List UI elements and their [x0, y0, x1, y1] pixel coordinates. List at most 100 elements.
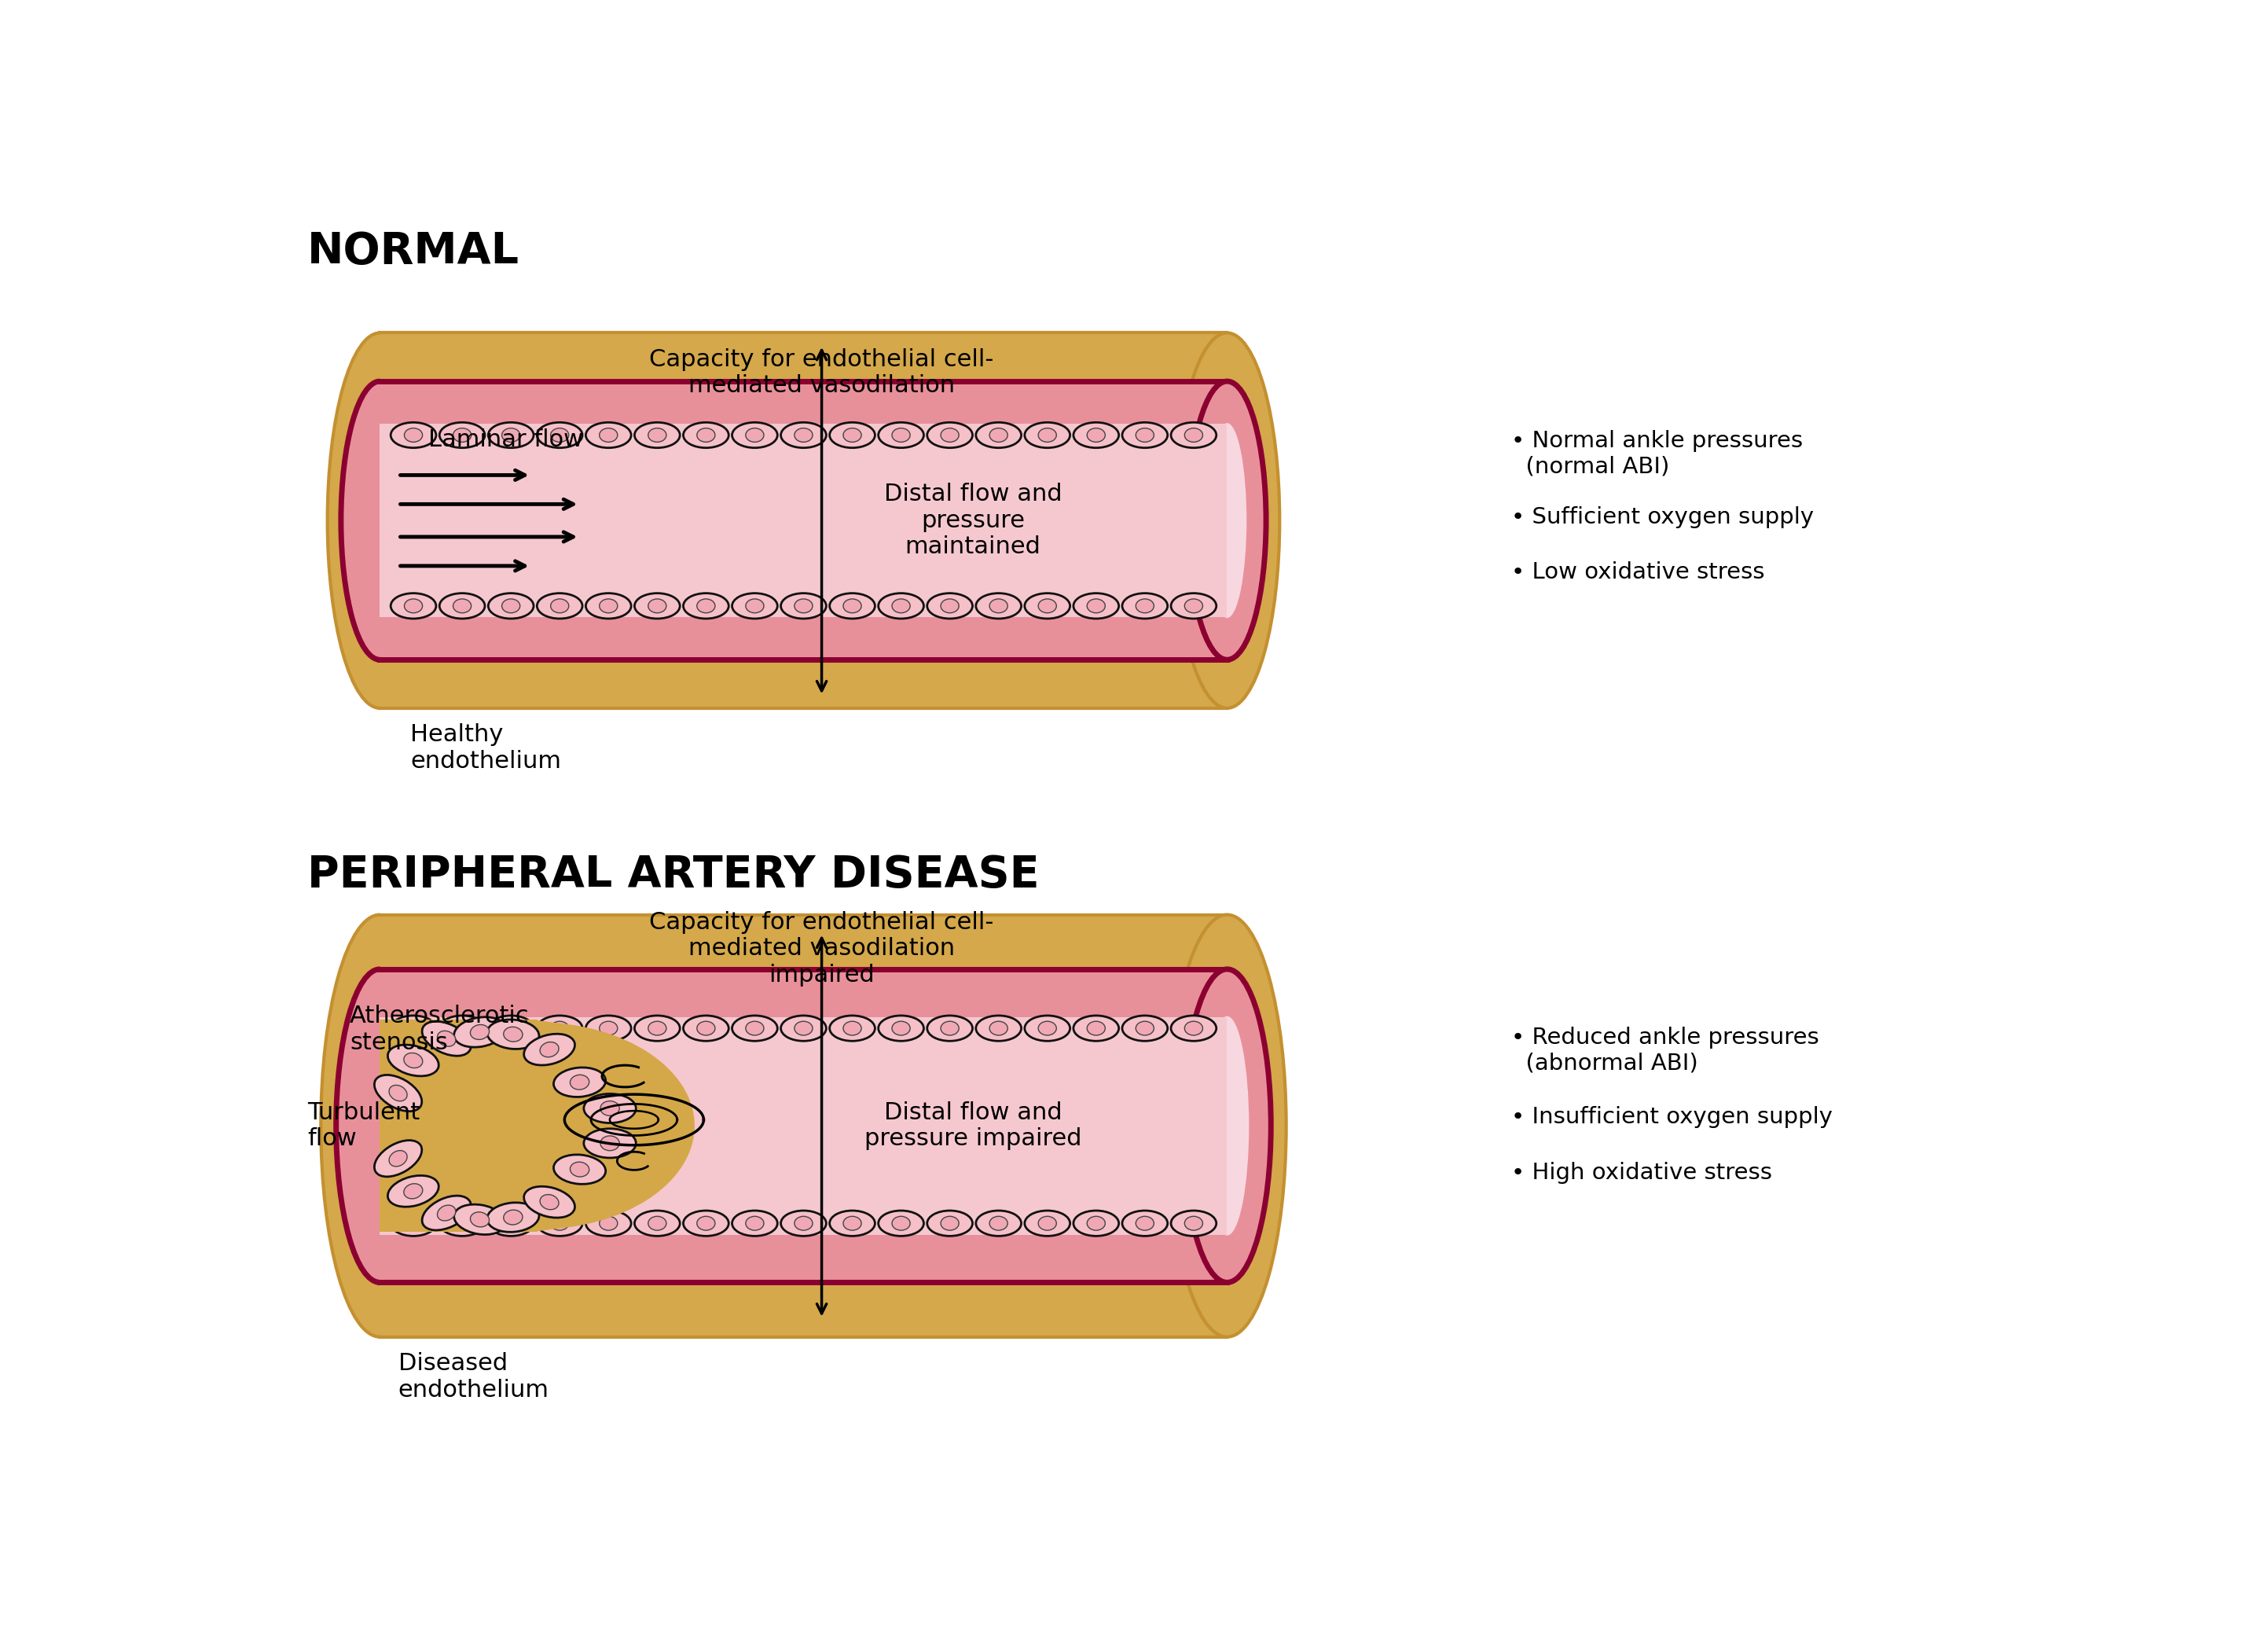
Ellipse shape	[388, 1175, 438, 1206]
Text: • Sufficient oxygen supply: • Sufficient oxygen supply	[1510, 506, 1814, 528]
Ellipse shape	[488, 1016, 533, 1041]
Ellipse shape	[830, 423, 875, 447]
Text: Turbulent
flow: Turbulent flow	[308, 1101, 420, 1151]
Ellipse shape	[488, 1203, 540, 1233]
Ellipse shape	[440, 1016, 485, 1041]
Ellipse shape	[649, 428, 667, 443]
Ellipse shape	[381, 1023, 694, 1229]
Ellipse shape	[569, 1075, 590, 1090]
Ellipse shape	[635, 593, 680, 618]
Ellipse shape	[488, 593, 533, 618]
Ellipse shape	[1184, 1021, 1202, 1036]
Text: • High oxidative stress: • High oxidative stress	[1510, 1162, 1771, 1183]
Ellipse shape	[1207, 423, 1247, 618]
Ellipse shape	[1073, 593, 1118, 618]
Ellipse shape	[390, 423, 435, 447]
Text: • Reduced ankle pressures
  (abnormal ABI): • Reduced ankle pressures (abnormal ABI)	[1510, 1026, 1819, 1074]
Ellipse shape	[844, 1216, 862, 1231]
Ellipse shape	[649, 1216, 667, 1231]
Ellipse shape	[941, 1216, 959, 1231]
Ellipse shape	[844, 1021, 862, 1036]
Ellipse shape	[569, 1162, 590, 1177]
Ellipse shape	[599, 428, 617, 443]
Ellipse shape	[1195, 978, 1259, 1274]
Ellipse shape	[1184, 1216, 1202, 1231]
Ellipse shape	[635, 1211, 680, 1236]
Ellipse shape	[928, 593, 973, 618]
Ellipse shape	[780, 1016, 826, 1041]
Ellipse shape	[878, 1211, 923, 1236]
Ellipse shape	[844, 428, 862, 443]
Ellipse shape	[780, 423, 826, 447]
Ellipse shape	[989, 598, 1007, 613]
Ellipse shape	[320, 915, 440, 1337]
Ellipse shape	[390, 593, 435, 618]
Polygon shape	[381, 423, 1227, 618]
Ellipse shape	[1170, 423, 1216, 447]
Ellipse shape	[975, 593, 1021, 618]
Text: Distal flow and
pressure
maintained: Distal flow and pressure maintained	[885, 484, 1061, 559]
Ellipse shape	[1073, 1211, 1118, 1236]
Ellipse shape	[440, 423, 485, 447]
Ellipse shape	[390, 1085, 408, 1101]
Ellipse shape	[524, 1034, 574, 1065]
Ellipse shape	[454, 1205, 506, 1234]
Ellipse shape	[1039, 1021, 1057, 1036]
Polygon shape	[381, 1019, 538, 1233]
Ellipse shape	[454, 1018, 506, 1047]
Ellipse shape	[501, 598, 519, 613]
Ellipse shape	[696, 1021, 714, 1036]
Ellipse shape	[538, 1211, 583, 1236]
Ellipse shape	[540, 1195, 558, 1210]
Ellipse shape	[501, 1021, 519, 1036]
Ellipse shape	[585, 593, 631, 618]
Ellipse shape	[438, 1205, 456, 1221]
Ellipse shape	[488, 1211, 533, 1236]
Ellipse shape	[1184, 969, 1270, 1282]
Ellipse shape	[583, 1129, 635, 1157]
Ellipse shape	[1025, 1016, 1070, 1041]
Ellipse shape	[1198, 388, 1256, 652]
Text: • Normal ankle pressures
  (normal ABI): • Normal ankle pressures (normal ABI)	[1510, 429, 1803, 477]
Ellipse shape	[390, 1151, 408, 1167]
Ellipse shape	[878, 1016, 923, 1041]
Ellipse shape	[928, 1016, 973, 1041]
Ellipse shape	[1170, 593, 1216, 618]
Ellipse shape	[599, 598, 617, 613]
Ellipse shape	[891, 598, 909, 613]
Ellipse shape	[340, 382, 420, 661]
Ellipse shape	[585, 1016, 631, 1041]
Ellipse shape	[975, 1016, 1021, 1041]
Polygon shape	[381, 333, 1227, 708]
Ellipse shape	[1086, 428, 1105, 443]
Ellipse shape	[585, 423, 631, 447]
Text: Laminar flow: Laminar flow	[429, 428, 583, 451]
Ellipse shape	[1086, 598, 1105, 613]
Ellipse shape	[746, 428, 764, 443]
Ellipse shape	[746, 1021, 764, 1036]
Ellipse shape	[1188, 382, 1266, 661]
Ellipse shape	[1025, 423, 1070, 447]
Polygon shape	[381, 915, 1227, 1337]
Ellipse shape	[1170, 1016, 1216, 1041]
Ellipse shape	[488, 1019, 540, 1049]
Ellipse shape	[683, 1016, 728, 1041]
Ellipse shape	[404, 1216, 422, 1231]
Ellipse shape	[601, 1136, 619, 1151]
Ellipse shape	[454, 428, 472, 443]
Ellipse shape	[501, 428, 519, 443]
Ellipse shape	[422, 1196, 472, 1231]
Ellipse shape	[438, 1031, 456, 1046]
Ellipse shape	[635, 1016, 680, 1041]
Ellipse shape	[733, 1211, 778, 1236]
Text: NORMAL: NORMAL	[308, 229, 519, 272]
Ellipse shape	[551, 598, 569, 613]
Ellipse shape	[1136, 1216, 1154, 1231]
Ellipse shape	[440, 593, 485, 618]
Ellipse shape	[1123, 1211, 1168, 1236]
Ellipse shape	[404, 1021, 422, 1036]
Ellipse shape	[1086, 1021, 1105, 1036]
Ellipse shape	[392, 1019, 621, 1101]
Ellipse shape	[891, 1021, 909, 1036]
Ellipse shape	[649, 1021, 667, 1036]
